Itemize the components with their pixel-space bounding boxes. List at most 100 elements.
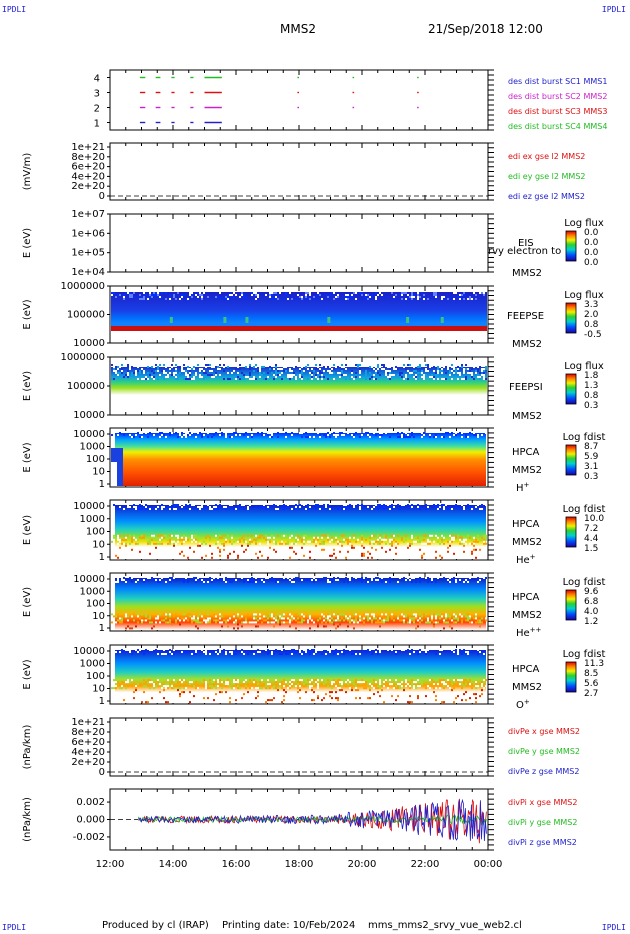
- hpca-hepp-noise-edge: [273, 621, 275, 624]
- hpca-he-noise-edge: [341, 540, 343, 543]
- eis-colorbar-title: Log flux: [564, 218, 604, 229]
- feepsi-speckle: [173, 374, 175, 376]
- hpca-he-top-speckle: [349, 504, 351, 506]
- hpca-o-top-speckle: [477, 649, 479, 651]
- feepsi-speckle: [365, 374, 367, 376]
- feepsi-speckle: [473, 378, 475, 380]
- hpca-hepp-noise-edge: [295, 619, 297, 622]
- feepse-colorbar-tick-label: -0.5: [584, 330, 602, 340]
- hpca-he-noise-edge: [339, 540, 341, 543]
- feepsi-speckle: [171, 374, 173, 376]
- feepsi-speckle: [319, 376, 321, 378]
- hpca-hepp-noise-edge: [359, 615, 361, 618]
- hpca-he-top-speckle: [389, 506, 391, 508]
- feepsi-speckle: [209, 364, 211, 366]
- hpca-he-noise-edge: [373, 534, 375, 537]
- hpca-o-noise-speckle: [473, 693, 475, 696]
- hpca-o-top-speckle: [451, 651, 453, 653]
- hpca-hepp-top-speckle: [251, 579, 253, 581]
- hpca-hepp-noise-speckle: [415, 627, 417, 630]
- hpca-he-top-speckle: [197, 506, 199, 508]
- hpca-hepp-noise-edge: [309, 613, 311, 616]
- feepsi-speckle: [275, 366, 277, 368]
- hpca-o-noise-edge: [265, 685, 267, 688]
- feepsi-colorbar: [565, 373, 577, 405]
- hpca-o-noise-edge: [303, 685, 305, 688]
- hpca-he-top-speckle: [277, 508, 279, 510]
- feepsi-speckle: [395, 366, 397, 368]
- feepsi-speckle: [395, 368, 397, 370]
- hpca-o-noise-edge: [225, 681, 227, 684]
- hpca-he-noise-edge: [209, 538, 211, 541]
- hpca-hepp-noise-edge: [121, 617, 123, 620]
- hpca-hepp-noise-edge: [223, 615, 225, 618]
- hpca-hepp-noise-edge: [367, 615, 369, 618]
- feepsi-speckle: [227, 378, 229, 380]
- feepsi-speckle: [143, 370, 145, 372]
- hpca-hepp-noise-speckle: [325, 625, 327, 628]
- hpca-he-noise-edge: [161, 538, 163, 541]
- hpca-hepp-noise-edge: [369, 617, 371, 620]
- feepsi-speckle: [157, 370, 159, 372]
- hpca-hepp-noise-speckle: [151, 627, 153, 630]
- hpca-o-noise-edge: [205, 685, 207, 688]
- feepsi-speckle: [447, 366, 449, 368]
- feepsi-speckle: [437, 366, 439, 368]
- feepse-speckle: [143, 296, 145, 298]
- hpca-he-top-speckle: [337, 506, 339, 508]
- hpca-o-noise-edge: [211, 685, 213, 688]
- feepsi-speckle: [375, 366, 377, 368]
- hpca-he-top-speckle: [345, 504, 347, 506]
- hpca-hepp-noise-edge: [425, 615, 427, 618]
- feepse-speckle: [159, 296, 161, 298]
- hpca-he-noise-edge: [337, 540, 339, 543]
- feepse-speckle: [441, 298, 443, 300]
- feepsi-speckle: [185, 372, 187, 374]
- hpca-hepp-top-speckle: [255, 581, 257, 583]
- hpca-he-noise-edge: [133, 534, 135, 537]
- hpca-hepp-noise-edge: [447, 621, 449, 624]
- hpca-o-noise-edge: [281, 687, 283, 690]
- hpca-o-top-speckle: [353, 653, 355, 655]
- hpca-o-top-speckle: [293, 649, 295, 651]
- hpca-o-noise-edge: [213, 679, 215, 682]
- hpca-o-top-speckle: [111, 651, 113, 653]
- hpca-hepp-top-speckle: [225, 581, 227, 583]
- hpca-h-top-speckle: [401, 432, 403, 434]
- feepse-speckle: [301, 298, 303, 300]
- hpca-hepp-noise-edge: [233, 613, 235, 616]
- hpca-hepp-noise-edge: [419, 613, 421, 616]
- feepsi-speckle: [311, 374, 313, 376]
- hpca-hepp-noise-edge: [391, 617, 393, 620]
- hpca-he-top-speckle: [443, 504, 445, 506]
- hpca-hepp-noise-edge: [297, 617, 299, 620]
- hpca-hepp-noise-edge: [259, 617, 261, 620]
- feepsi-speckle: [323, 370, 325, 372]
- hpca-he-noise-edge: [141, 536, 143, 539]
- hpca-hepp-noise-edge: [141, 613, 143, 616]
- hpca-he-noise-speckle: [199, 544, 201, 547]
- feepse-speckle: [333, 298, 335, 300]
- hpca-o-noise-edge: [297, 683, 299, 686]
- feepsi-speckle: [411, 372, 413, 374]
- hpca-he-noise-edge: [153, 538, 155, 541]
- hpca-o-top-speckle: [173, 649, 175, 651]
- feepsi-speckle: [115, 370, 117, 372]
- hpca-o-top-speckle: [423, 651, 425, 653]
- hpca-o-top-speckle: [335, 649, 337, 651]
- hpca-hepp-noise-speckle: [195, 625, 197, 628]
- hpca-he-noise-edge: [161, 534, 163, 537]
- hpca-o-noise-edge: [311, 685, 313, 688]
- hpca-he-instrument-label: HPCA: [512, 519, 540, 530]
- hpca-o-species-label: O+: [516, 698, 530, 711]
- hpca-o-noise-speckle: [369, 697, 371, 700]
- hpca-he-top-speckle: [475, 506, 477, 508]
- feepsi-speckle: [419, 372, 421, 374]
- hpca-o-noise-edge: [131, 679, 133, 682]
- hpca-hepp-noise-edge: [219, 617, 221, 620]
- feepse-speckle: [157, 296, 159, 298]
- hpca-hepp-noise-edge: [377, 619, 379, 622]
- hpca-o-top-speckle: [115, 651, 117, 653]
- hpca-hepp-noise-edge: [459, 613, 461, 616]
- hpca-he-top-speckle: [309, 506, 311, 508]
